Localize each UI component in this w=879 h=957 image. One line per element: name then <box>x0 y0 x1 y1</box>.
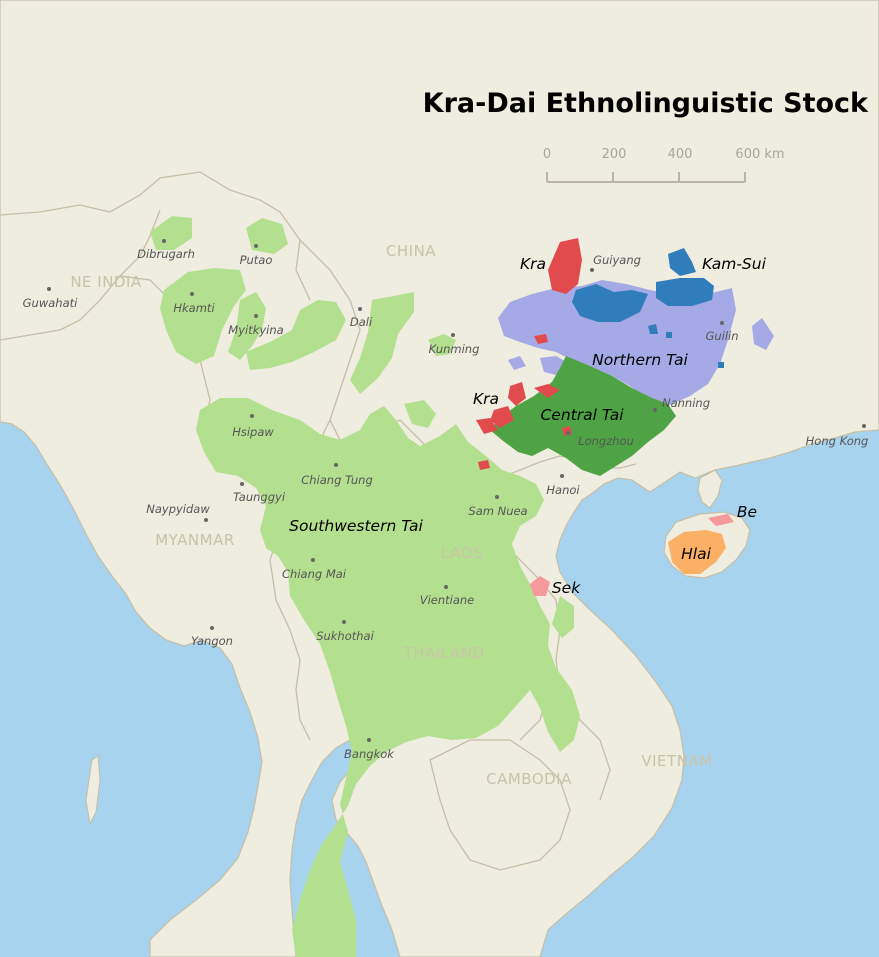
city-label-guwahati: Guwahati <box>23 296 78 310</box>
country-label-thailand: THAILAND <box>403 644 485 662</box>
city-label-myitkyina: Myitkyina <box>228 323 283 337</box>
city-dot-guiyang <box>590 268 594 272</box>
group-label-northern-tai: Northern Tai <box>592 351 688 369</box>
scale-tick-600: 600 km <box>735 147 784 162</box>
city-dot-hanoi <box>560 474 564 478</box>
city-dot-taunggyi <box>240 482 244 486</box>
city-dot-chiang-tung <box>334 463 338 467</box>
group-label-southwestern-tai: Southwestern Tai <box>289 517 423 535</box>
be-area <box>708 514 734 526</box>
group-label-be: Be <box>737 503 757 521</box>
city-label-chiang-tung: Chiang Tung <box>301 473 373 487</box>
city-dot-guilin <box>720 321 724 325</box>
city-label-yangon: Yangon <box>191 634 233 648</box>
kra-area <box>476 238 582 470</box>
southwestern-tai-area <box>150 216 580 957</box>
city-label-hanoi: Hanoi <box>546 483 580 497</box>
map-title: Kra-Dai Ethnolinguistic Stock <box>423 88 869 119</box>
city-dot-hong-kong <box>862 424 866 428</box>
scale-tick-400: 400 <box>668 147 693 162</box>
city-label-sam-nuea: Sam Nuea <box>468 504 527 518</box>
group-label-hlai: Hlai <box>681 545 711 563</box>
country-label-ne-india: NE INDIA <box>70 273 142 291</box>
sek-area <box>530 576 550 596</box>
city-label-sukhothai: Sukhothai <box>316 629 374 643</box>
city-dot-longzhou <box>566 431 570 435</box>
city-dot-chiang-mai <box>311 558 315 562</box>
city-dot-dibrugarh <box>162 239 166 243</box>
scale-bar: 0 200 400 600 km <box>543 147 785 183</box>
country-label-vietnam: VIETNAM <box>641 752 712 770</box>
northern-tai-area <box>498 280 736 406</box>
city-label-vientiane: Vientiane <box>420 593 475 607</box>
city-dot-kunming <box>451 333 455 337</box>
city-dot-putao <box>254 244 258 248</box>
city-label-longzhou: Longzhou <box>578 434 634 448</box>
city-label-putao: Putao <box>240 253 273 267</box>
city-dot-hsipaw <box>250 414 254 418</box>
country-label-cambodia: CAMBODIA <box>486 770 572 788</box>
city-label-chiang-mai: Chiang Mai <box>282 567 347 581</box>
city-dot-vientiane <box>444 585 448 589</box>
city-dot-myitkyina <box>254 314 258 318</box>
city-label-taunggyi: Taunggyi <box>233 490 286 504</box>
group-label-kra-north: Kra <box>520 255 546 273</box>
city-dot-guwahati <box>47 287 51 291</box>
city-dot-naypyidaw <box>204 518 208 522</box>
city-label-hkamti: Hkamti <box>173 301 215 315</box>
leizhou-peninsula <box>697 469 723 509</box>
group-label-kam-sui: Kam-Sui <box>702 255 766 273</box>
city-dot-yangon <box>210 626 214 630</box>
city-markers <box>47 239 866 742</box>
city-label-nanning: Nanning <box>662 396 710 410</box>
northern-tai-area-west <box>508 356 526 370</box>
group-label-sek: Sek <box>552 579 581 597</box>
city-label-naypyidaw: Naypyidaw <box>146 502 210 516</box>
country-label-china: CHINA <box>386 242 436 260</box>
city-dot-sam-nuea <box>495 495 499 499</box>
city-label-guilin: Guilin <box>705 329 738 343</box>
andaman-islands <box>85 755 101 826</box>
kam-sui-area <box>572 248 724 368</box>
city-dot-dali <box>358 307 362 311</box>
city-dot-sukhothai <box>342 620 346 624</box>
city-label-dali: Dali <box>350 315 373 329</box>
country-label-myanmar: MYANMAR <box>155 531 235 549</box>
hlai-area <box>668 530 726 574</box>
central-tai-area <box>490 356 676 476</box>
city-dot-bangkok <box>367 738 371 742</box>
city-label-kunming: Kunming <box>429 342 480 356</box>
city-dot-hkamti <box>190 292 194 296</box>
scale-tick-200: 200 <box>602 147 627 162</box>
city-label-bangkok: Bangkok <box>344 747 395 761</box>
group-label-central-tai: Central Tai <box>540 406 624 424</box>
city-label-guiyang: Guiyang <box>593 253 641 267</box>
city-label-dibrugarh: Dibrugarh <box>137 247 195 261</box>
city-dot-nanning <box>653 408 657 412</box>
scale-tick-0: 0 <box>543 147 551 162</box>
country-label-laos: LAOS <box>441 544 483 562</box>
city-label-hsipaw: Hsipaw <box>232 425 274 439</box>
northern-tai-area-east <box>752 318 774 350</box>
city-label-hong-kong: Hong Kong <box>806 434 869 448</box>
group-label-kra-south: Kra <box>473 390 499 408</box>
